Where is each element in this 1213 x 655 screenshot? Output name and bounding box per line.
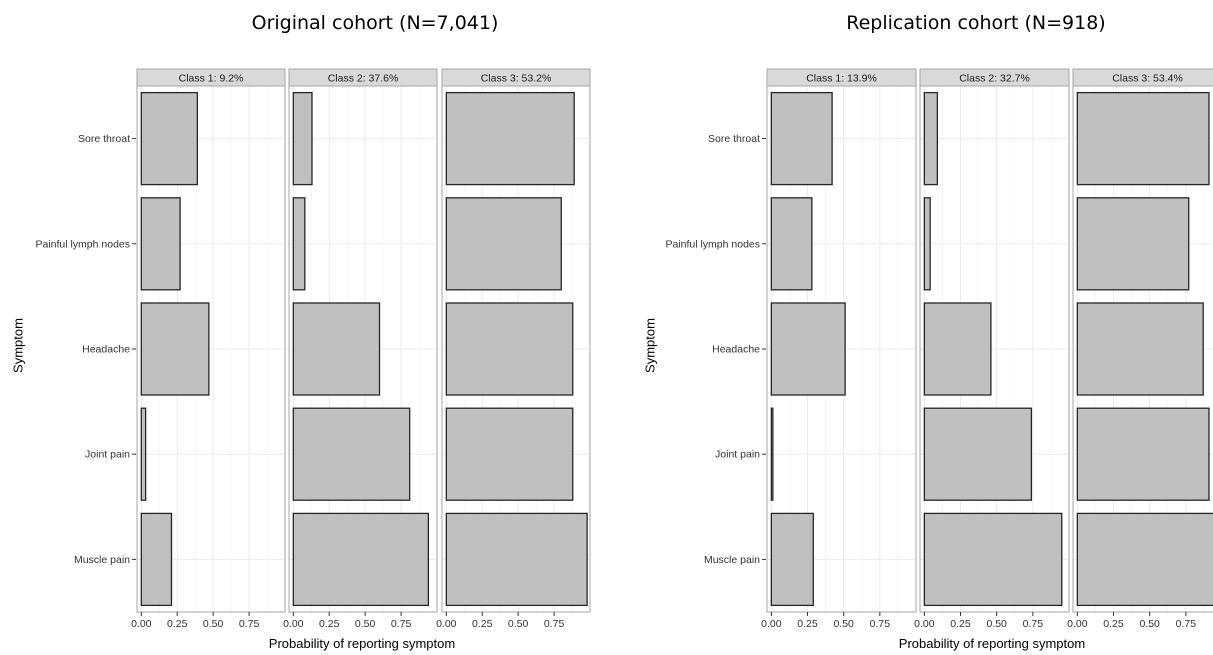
x-tick-label: 0.75: [391, 618, 412, 630]
bar-sore-throat: [923, 91, 939, 186]
chart-title-replication: Replication cohort (N=918): [846, 12, 1106, 34]
bar-painful-lymph-nodes: [445, 197, 562, 291]
bar-muscle-pain: [292, 512, 430, 607]
y-tick-label: Joint pain: [85, 449, 130, 461]
x-tick-label: 0.00: [914, 618, 935, 630]
panel-replication-class-3: Class 3: 53.4% 0.00 0.25 0.50 0.75: [1067, 68, 1213, 630]
facet-strip: [441, 68, 591, 87]
bar-painful-lymph-nodes: [923, 197, 931, 291]
chart-title-original: Original cohort (N=7,041): [251, 12, 499, 34]
panel-replication-class-2: Class 2: 32.7% 0.00 0.25 0.50 0.75: [914, 68, 1070, 630]
bar-joint-pain: [1076, 407, 1210, 501]
x-tick-label: 0.50: [508, 618, 529, 630]
bar-headache: [445, 302, 574, 396]
x-tick-label: 0.00: [1067, 618, 1088, 630]
bar-joint-pain: [770, 407, 774, 501]
bar-sore-throat: [770, 91, 833, 186]
bar-joint-pain: [140, 407, 147, 501]
bar-painful-lymph-nodes: [770, 197, 813, 291]
x-tick-label: 0.25: [1103, 618, 1124, 630]
facet-strip: [919, 68, 1070, 87]
bar-headache: [292, 302, 381, 396]
x-tick-label: 0.00: [131, 618, 152, 630]
y-tick-label: Headache: [82, 344, 130, 356]
panel-original-class-2: Class 2: 37.6% 0.00 0.25 0.50 0.75: [283, 68, 438, 630]
x-tick-label: 0.00: [436, 618, 457, 630]
bar-headache: [140, 302, 210, 396]
x-tick-label: 0.00: [761, 618, 782, 630]
bar-headache: [770, 302, 846, 396]
y-tick-label: Headache: [712, 344, 760, 356]
x-tick-label: 0.75: [239, 618, 260, 630]
bar-painful-lymph-nodes: [140, 197, 181, 291]
x-tick-label: 0.50: [1139, 618, 1160, 630]
x-tick-label: 0.00: [283, 618, 304, 630]
panel-replication-class-1: Class 1: 13.9% 0.00 0.25 0.50 0.75: [761, 68, 917, 630]
bar-painful-lymph-nodes: [292, 197, 306, 291]
facet-strip: [136, 68, 286, 87]
y-tick-label: Sore throat: [708, 133, 760, 145]
facet-strip: [1072, 68, 1213, 87]
bar-sore-throat: [1076, 91, 1210, 186]
x-tick-label: 0.50: [833, 618, 854, 630]
facet-strip-label: Class 2: 37.6%: [328, 73, 399, 85]
bar-sore-throat: [445, 91, 575, 186]
x-tick-label: 0.75: [544, 618, 565, 630]
y-tick-label: Muscle pain: [74, 554, 130, 566]
x-tick-label: 0.25: [797, 618, 818, 630]
bar-muscle-pain: [140, 512, 173, 607]
x-tick-label: 0.25: [167, 618, 188, 630]
bar-painful-lymph-nodes: [1076, 197, 1190, 291]
bar-joint-pain: [445, 407, 574, 501]
x-tick-label: 0.50: [203, 618, 224, 630]
bar-sore-throat: [292, 91, 313, 186]
bar-muscle-pain: [770, 512, 814, 607]
y-tick-label: Joint pain: [715, 449, 760, 461]
bar-muscle-pain: [923, 512, 1063, 607]
bar-joint-pain: [292, 407, 411, 501]
x-tick-label: 0.75: [870, 618, 891, 630]
bar-muscle-pain: [1076, 512, 1213, 607]
x-tick-label: 0.25: [950, 618, 971, 630]
bar-headache: [1076, 302, 1204, 396]
x-tick-label: 0.25: [319, 618, 340, 630]
facet-strip-label: Class 2: 32.7%: [959, 73, 1030, 85]
x-axis-label-replication: Probability of reporting symptom: [898, 636, 1086, 651]
facet-strip-label: Class 3: 53.2%: [481, 73, 552, 85]
bar-headache: [923, 302, 992, 396]
y-tick-label: Sore throat: [78, 133, 130, 145]
facet-strip: [766, 68, 917, 87]
bar-sore-throat: [140, 91, 198, 186]
bar-muscle-pain: [445, 512, 588, 607]
x-tick-label: 0.25: [472, 618, 493, 630]
panel-original-class-1: Class 1: 9.2% 0.00 0.25 0.50 0.75: [131, 68, 286, 630]
y-tick-label: Muscle pain: [704, 554, 760, 566]
facet-strip-label: Class 1: 9.2%: [179, 73, 244, 85]
y-tick-label: Painful lymph nodes: [665, 238, 760, 250]
facet-strip-label: Class 1: 13.9%: [806, 73, 877, 85]
facet-strip: [288, 68, 438, 87]
bar-joint-pain: [923, 407, 1033, 501]
x-tick-label: 0.50: [986, 618, 1007, 630]
x-axis-label-original: Probability of reporting symptom: [268, 636, 456, 651]
x-tick-label: 0.75: [1023, 618, 1044, 630]
panel-original-class-3: Class 3: 53.2% 0.00 0.25 0.50 0.75: [436, 68, 591, 630]
facet-strip-label: Class 3: 53.4%: [1112, 73, 1183, 85]
y-tick-label: Painful lymph nodes: [35, 238, 130, 250]
x-tick-label: 0.50: [355, 618, 376, 630]
x-tick-label: 0.75: [1176, 618, 1197, 630]
